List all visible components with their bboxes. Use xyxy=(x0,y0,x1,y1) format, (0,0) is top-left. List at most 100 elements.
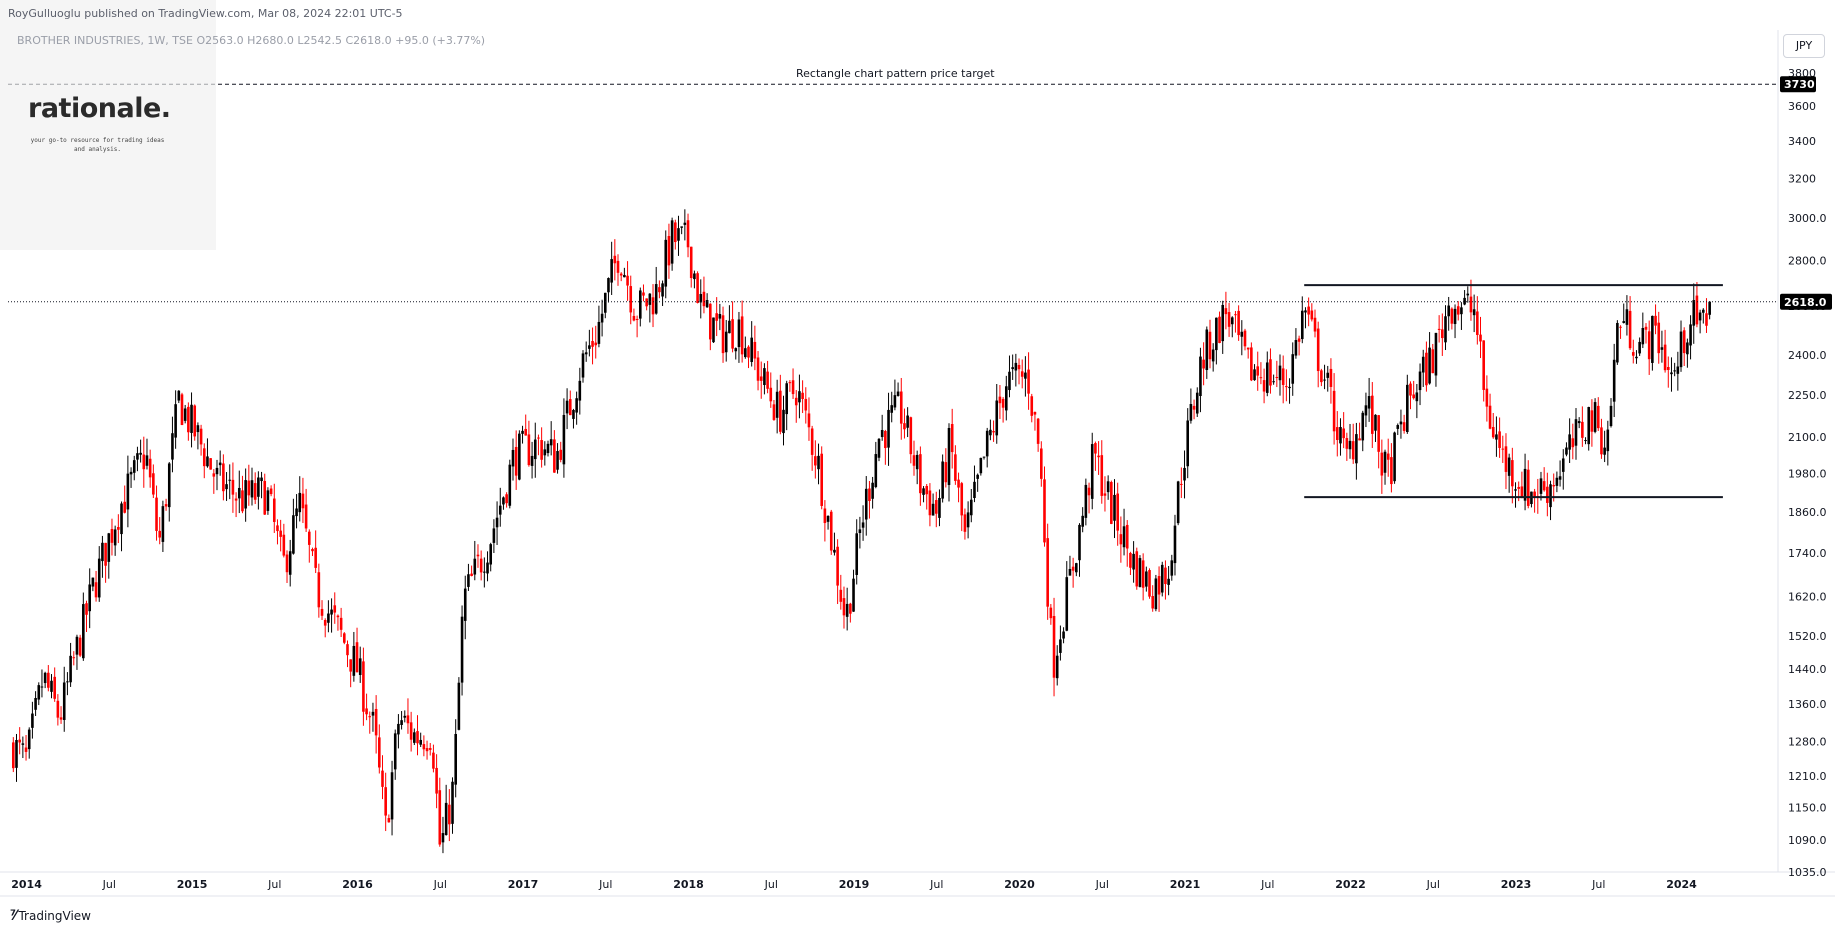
candle-body xyxy=(12,742,15,769)
candle-body xyxy=(794,397,798,406)
candle-body xyxy=(1571,438,1575,448)
candle-body xyxy=(72,657,76,659)
candle-body xyxy=(53,676,56,699)
candle-body xyxy=(1090,444,1094,499)
candle-body xyxy=(403,715,407,718)
candle-body xyxy=(1189,404,1193,421)
tradingview-footer[interactable]: ⁷⁄ TradingView xyxy=(10,908,91,924)
candle-body xyxy=(709,303,712,340)
candle-body xyxy=(1265,362,1269,393)
candle-body xyxy=(1651,315,1654,363)
candle-body xyxy=(1358,438,1361,441)
candle-body xyxy=(129,471,133,475)
candle-body xyxy=(167,463,171,508)
candle-body xyxy=(343,633,346,643)
x-tick-label: 2014 xyxy=(11,878,42,891)
candle-body xyxy=(1011,367,1014,370)
candle-body xyxy=(237,487,241,499)
y-tick-label: 3000.0 xyxy=(1788,212,1827,225)
candle-body xyxy=(1374,414,1377,431)
candle-body xyxy=(607,278,610,293)
candle-body xyxy=(1682,330,1686,354)
candle-body xyxy=(183,408,187,421)
candle-body xyxy=(1332,390,1336,432)
candle-body xyxy=(674,222,677,243)
candle-body xyxy=(1180,483,1183,485)
candle-body xyxy=(505,494,508,504)
candle-body xyxy=(1342,428,1345,439)
candle-body xyxy=(368,716,372,718)
candle-body xyxy=(1297,338,1301,342)
candle-body xyxy=(1386,453,1390,460)
candle-body xyxy=(78,637,82,656)
x-tick-label: Jul xyxy=(1426,878,1440,891)
candle-body xyxy=(896,391,900,396)
candle-body xyxy=(425,748,429,752)
candle-body xyxy=(1501,448,1505,450)
candle-body xyxy=(349,659,352,672)
y-tick-label: 1440.0 xyxy=(1788,663,1827,676)
candle-body xyxy=(1476,311,1479,335)
candle-body xyxy=(638,290,642,319)
y-tick-label: 1090.0 xyxy=(1788,834,1827,847)
currency-button[interactable]: JPY xyxy=(1783,34,1825,58)
candle-body xyxy=(1676,366,1680,374)
symbol-legend[interactable]: BROTHER INDUSTRIES, 1W, TSE O2563.0 H268… xyxy=(17,34,486,47)
candle-body xyxy=(327,613,330,623)
candle-body xyxy=(877,438,881,458)
candle-body xyxy=(578,380,582,401)
candle-body xyxy=(1380,452,1384,476)
candle-body xyxy=(164,504,168,507)
candle-body xyxy=(1463,297,1466,305)
candle-body xyxy=(540,440,543,460)
candle-body xyxy=(390,772,394,820)
candle-body xyxy=(623,274,626,278)
candle-body xyxy=(136,453,139,460)
candle-body xyxy=(110,529,114,543)
candle-body xyxy=(222,463,225,492)
candle-body xyxy=(823,508,827,524)
candle-body xyxy=(874,454,878,488)
candle-body xyxy=(1542,481,1546,491)
candle-body xyxy=(202,448,206,467)
candle-body xyxy=(693,273,696,280)
candle-body xyxy=(721,315,725,354)
candle-body xyxy=(667,236,671,266)
candle-body xyxy=(616,260,620,273)
candle-body xyxy=(1084,484,1088,518)
candle-body xyxy=(406,715,410,724)
candle-body xyxy=(1186,420,1190,467)
candle-body xyxy=(1300,310,1304,340)
candle-body xyxy=(1100,455,1104,496)
candle-body xyxy=(1619,326,1622,328)
candle-body xyxy=(559,449,563,460)
candle-body xyxy=(1647,331,1651,360)
candle-body xyxy=(355,642,359,673)
x-tick-label: 2017 xyxy=(508,878,539,891)
candle-body xyxy=(852,578,855,612)
candle-body xyxy=(142,454,146,470)
candle-body xyxy=(1132,553,1135,570)
last-price-axis-label: 2618.0 xyxy=(1784,296,1827,309)
candle-body xyxy=(1122,526,1126,548)
candle-body xyxy=(995,400,999,436)
candle-body xyxy=(756,357,760,381)
candle-body xyxy=(1335,427,1339,440)
candle-body xyxy=(69,655,72,683)
candle-body xyxy=(1689,324,1692,346)
candle-body xyxy=(206,456,209,467)
candle-body xyxy=(1577,421,1581,424)
candle-body xyxy=(1087,487,1091,496)
x-tick-label: Jul xyxy=(764,878,778,891)
candle-body xyxy=(263,480,267,515)
candle-body xyxy=(1555,477,1559,486)
candle-body xyxy=(1304,310,1307,313)
candle-body xyxy=(199,428,203,445)
candle-body xyxy=(1176,481,1180,524)
candle-body xyxy=(855,533,859,575)
candle-body xyxy=(845,603,849,617)
candle-body xyxy=(50,680,53,692)
x-tick-label: Jul xyxy=(102,878,116,891)
candle-body xyxy=(1654,315,1657,326)
